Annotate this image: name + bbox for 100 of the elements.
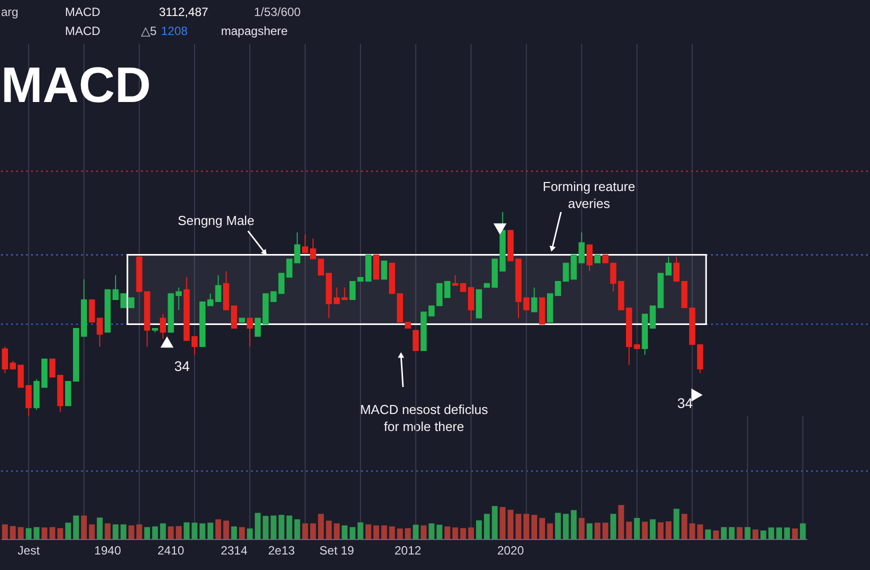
bar bbox=[302, 523, 308, 539]
bar bbox=[136, 524, 142, 539]
candlestick bbox=[120, 293, 126, 308]
bar bbox=[720, 527, 727, 539]
candlestick bbox=[2, 346, 8, 374]
bar bbox=[412, 524, 419, 539]
bar bbox=[104, 523, 111, 539]
bar bbox=[586, 523, 592, 539]
bar bbox=[310, 523, 316, 539]
text: 3112,487 bbox=[159, 5, 208, 19]
bar bbox=[744, 527, 750, 539]
bar bbox=[397, 528, 403, 539]
bar bbox=[160, 523, 166, 539]
bar bbox=[626, 522, 632, 539]
bar bbox=[516, 514, 522, 539]
bar bbox=[610, 514, 616, 539]
candlestick bbox=[112, 274, 119, 300]
candlestick bbox=[666, 256, 672, 276]
text: arg bbox=[1, 5, 18, 19]
bar bbox=[81, 516, 87, 539]
text: △5 bbox=[141, 24, 157, 38]
annotation: 34 bbox=[174, 358, 190, 374]
bar bbox=[642, 522, 648, 539]
bar bbox=[484, 514, 490, 539]
x-tick-label: 2314 bbox=[220, 544, 248, 558]
bar bbox=[618, 505, 624, 539]
candlestick bbox=[302, 234, 308, 254]
bar bbox=[508, 510, 514, 539]
bar bbox=[192, 522, 198, 539]
bar bbox=[26, 528, 32, 539]
text: Forming reature averies bbox=[542, 179, 636, 211]
x-tick-label: 1940 bbox=[94, 544, 122, 558]
bar bbox=[318, 514, 324, 539]
bar bbox=[539, 518, 546, 539]
bar bbox=[460, 528, 466, 539]
bar bbox=[18, 527, 24, 539]
candlestick bbox=[444, 281, 450, 298]
bar bbox=[674, 508, 680, 539]
bar bbox=[168, 526, 174, 539]
bar bbox=[800, 523, 806, 539]
candlestick bbox=[468, 286, 474, 321]
bar bbox=[681, 514, 688, 539]
candlestick bbox=[246, 318, 253, 348]
bar bbox=[42, 527, 48, 539]
annotation: Sengng Male bbox=[178, 213, 254, 228]
bar bbox=[286, 516, 292, 539]
bar bbox=[689, 523, 696, 539]
bar bbox=[215, 519, 222, 539]
candlestick bbox=[160, 314, 166, 339]
bar bbox=[705, 529, 711, 539]
bar bbox=[658, 522, 664, 539]
bar bbox=[713, 530, 719, 539]
bar bbox=[578, 518, 585, 539]
bar bbox=[594, 522, 600, 539]
x-tick-label: Set 19 bbox=[319, 544, 354, 558]
bar bbox=[176, 526, 182, 539]
bar bbox=[768, 527, 774, 539]
bar bbox=[144, 527, 150, 539]
candlestick bbox=[554, 281, 561, 296]
candlestick bbox=[428, 306, 435, 316]
bar bbox=[73, 516, 79, 539]
bar bbox=[570, 510, 577, 539]
bar bbox=[760, 530, 766, 539]
bar bbox=[736, 527, 743, 539]
candlestick bbox=[192, 336, 198, 356]
bar bbox=[200, 523, 206, 539]
candlestick bbox=[350, 281, 356, 300]
bar bbox=[428, 523, 434, 539]
bar bbox=[262, 516, 269, 539]
bar bbox=[152, 526, 158, 539]
bar bbox=[500, 507, 506, 539]
annotation: 34 bbox=[677, 395, 693, 411]
bar bbox=[650, 519, 656, 539]
bar bbox=[128, 525, 134, 539]
text: MACD bbox=[65, 5, 101, 19]
bar bbox=[404, 528, 411, 539]
bar bbox=[776, 527, 782, 539]
candlestick bbox=[231, 306, 238, 329]
bar bbox=[784, 527, 790, 539]
bar bbox=[120, 524, 126, 539]
bar bbox=[436, 524, 442, 539]
bar bbox=[452, 527, 458, 539]
text: 1208 bbox=[161, 24, 188, 38]
text: 1/53/600 bbox=[254, 5, 302, 19]
bar bbox=[49, 527, 56, 539]
bar bbox=[223, 520, 230, 539]
bar bbox=[365, 524, 372, 539]
bar bbox=[57, 528, 64, 539]
bar bbox=[562, 514, 569, 539]
bar bbox=[254, 512, 261, 539]
bar bbox=[523, 514, 530, 539]
bar bbox=[697, 524, 704, 539]
bar bbox=[342, 525, 348, 539]
candlestick bbox=[523, 297, 530, 310]
bar bbox=[492, 506, 498, 539]
x-tick-label: 2020 bbox=[497, 544, 524, 558]
bar bbox=[239, 527, 245, 539]
candlestick bbox=[278, 272, 284, 294]
bar bbox=[468, 527, 474, 539]
x-tick-label: 2012 bbox=[394, 544, 422, 558]
